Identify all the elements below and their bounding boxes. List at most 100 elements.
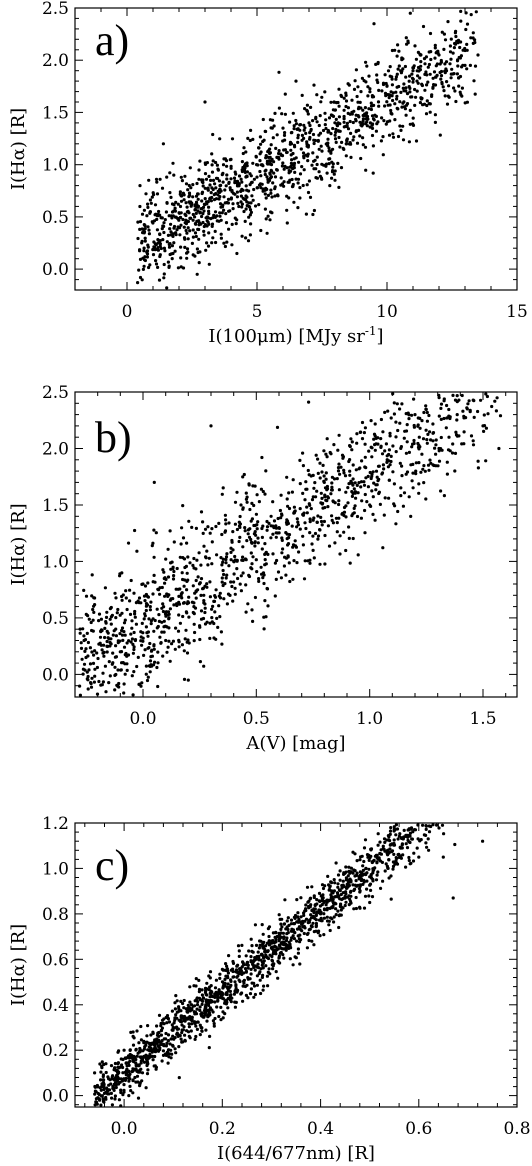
scatter-point	[186, 188, 190, 192]
scatter-point	[106, 1075, 110, 1079]
scatter-point	[414, 472, 418, 476]
scatter-point	[431, 86, 435, 90]
scatter-point	[461, 48, 465, 52]
scatter-point	[240, 234, 244, 238]
scatter-point	[290, 158, 294, 162]
scatter-point	[263, 542, 267, 546]
scatter-point	[375, 483, 379, 487]
scatter-point	[198, 660, 202, 664]
scatter-point	[210, 607, 214, 611]
scatter-point	[269, 188, 273, 192]
scatter-point	[404, 833, 408, 837]
scatter-point	[203, 610, 207, 615]
scatter-point	[227, 181, 231, 185]
scatter-point	[311, 212, 315, 217]
scatter-point	[263, 558, 267, 562]
scatter-point	[193, 630, 197, 635]
scatter-point	[224, 962, 228, 966]
scatter-point	[79, 641, 83, 645]
scatter-point	[199, 577, 204, 581]
scatter-point	[201, 586, 205, 590]
scatter-point	[322, 479, 326, 483]
scatter-point	[244, 162, 248, 166]
scatter-point	[197, 551, 201, 555]
scatter-point	[304, 480, 308, 484]
scatter-point	[303, 107, 307, 111]
scatter-point	[144, 608, 148, 613]
scatter-point	[247, 201, 251, 205]
scatter-point	[88, 646, 92, 650]
scatter-point	[349, 866, 353, 870]
scatter-point	[145, 252, 150, 256]
scatter-point	[218, 591, 222, 595]
scatter-point	[410, 413, 414, 417]
scatter-point	[306, 112, 310, 116]
scatter-point	[212, 599, 217, 604]
scatter-point	[207, 209, 211, 213]
scatter-point	[114, 644, 118, 648]
y-axis-label-b: I(Hα) [R]	[8, 503, 29, 585]
scatter-point	[459, 54, 463, 58]
scatter-point	[173, 249, 177, 253]
x-tick-label: 0	[122, 302, 133, 322]
scatter-point	[156, 661, 160, 665]
scatter-point	[203, 172, 208, 176]
scatter-point	[336, 873, 341, 877]
scatter-point	[352, 487, 356, 491]
scatter-point	[378, 840, 382, 844]
scatter-point	[282, 180, 286, 184]
scatter-point	[201, 184, 205, 188]
scatter-point	[293, 931, 297, 935]
scatter-point	[405, 92, 410, 96]
scatter-point	[205, 241, 209, 245]
scatter-point	[100, 648, 104, 652]
scatter-point	[239, 177, 243, 181]
scatter-point	[386, 848, 390, 852]
scatter-point	[318, 934, 322, 938]
y-tick-label: 1.5	[42, 103, 69, 123]
scatter-point	[351, 536, 355, 541]
scatter-point	[193, 1004, 197, 1008]
scatter-point	[486, 412, 490, 416]
scatter-point	[332, 443, 336, 447]
scatter-point	[154, 259, 158, 263]
scatter-point	[384, 862, 388, 866]
scatter-point	[263, 172, 267, 177]
scatter-point	[223, 977, 227, 982]
scatter-point	[362, 859, 366, 864]
scatter-point	[276, 976, 280, 980]
scatter-point	[173, 209, 177, 213]
scatter-point	[311, 119, 315, 123]
x-tick-label: 1.5	[469, 709, 496, 729]
scatter-point	[218, 214, 222, 218]
scatter-point	[369, 107, 373, 112]
scatter-point	[417, 482, 421, 486]
scatter-point	[345, 124, 349, 128]
scatter-point	[263, 599, 267, 603]
scatter-point	[469, 13, 473, 17]
scatter-point	[312, 930, 316, 934]
scatter-point	[274, 577, 278, 582]
scatter-point	[376, 120, 380, 124]
scatter-point	[184, 182, 189, 186]
scatter-point	[262, 984, 266, 988]
scatter-point	[361, 143, 365, 147]
scatter-point	[297, 917, 301, 922]
scatter-point	[274, 535, 278, 539]
scatter-point	[341, 879, 345, 883]
scatter-point	[370, 114, 375, 118]
scatter-point	[415, 69, 419, 73]
scatter-point	[133, 609, 137, 614]
scatter-point	[143, 648, 147, 652]
scatter-point	[176, 266, 180, 270]
scatter-point	[120, 1063, 124, 1067]
scatter-point	[260, 182, 264, 186]
scatter-point	[275, 934, 279, 939]
scatter-point	[106, 636, 110, 640]
scatter-point	[348, 112, 352, 116]
scatter-point	[464, 11, 468, 15]
scatter-point	[164, 638, 168, 643]
scatter-point	[118, 632, 122, 636]
scatter-point	[158, 1047, 162, 1052]
scatter-point	[146, 1024, 150, 1028]
